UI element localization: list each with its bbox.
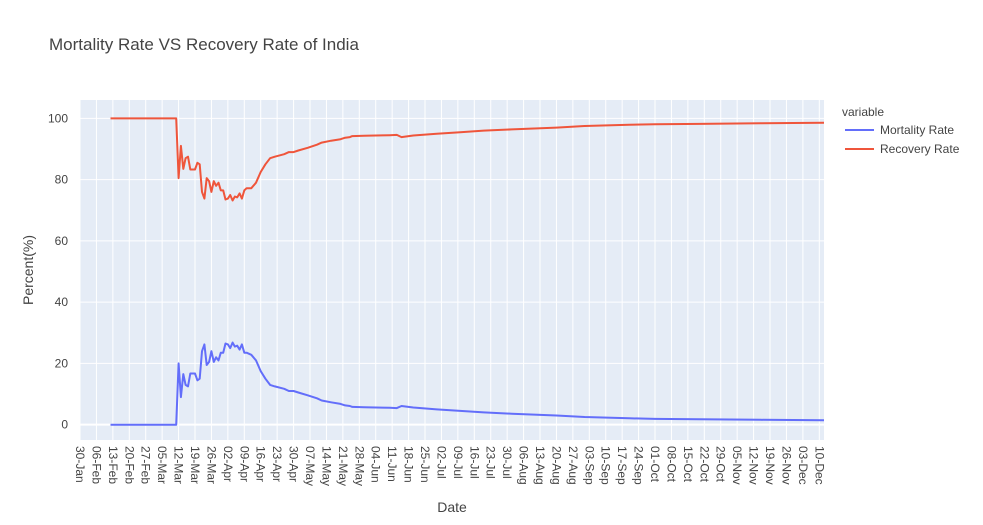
chart-title: Mortality Rate VS Recovery Rate of India <box>49 35 359 54</box>
x-tick-label: 09-Jul <box>451 446 465 479</box>
x-tick-label: 20-Feb <box>122 446 136 484</box>
x-tick-label: 14-May <box>319 446 333 486</box>
x-tick-label: 23-Apr <box>270 446 284 482</box>
x-tick-label: 26-Nov <box>779 446 793 485</box>
x-tick-label: 12-Nov <box>747 446 761 485</box>
x-tick-label: 02-Apr <box>221 446 235 482</box>
x-tick-label: 18-Jun <box>402 446 416 483</box>
x-tick-label: 03-Dec <box>796 446 810 485</box>
x-tick-label: 10-Sep <box>599 446 613 485</box>
x-tick-label: 27-Aug <box>566 446 580 485</box>
x-tick-label: 13-Aug <box>533 446 547 485</box>
x-tick-label: 12-Mar <box>172 446 186 484</box>
x-tick-label: 21-May <box>336 446 350 486</box>
series-line-mortality-rate[interactable] <box>110 341 825 426</box>
x-axis-title: Date <box>437 499 467 515</box>
x-tick-label: 25-Jun <box>418 446 432 483</box>
x-tick-label: 11-Jun <box>385 446 399 482</box>
legend-label: Recovery Rate <box>880 142 960 156</box>
series-line-recovery-rate[interactable] <box>110 117 825 202</box>
x-tick-label: 23-Jul <box>484 446 498 479</box>
x-tick-label: 04-Jun <box>369 446 383 483</box>
x-tick-label: 05-Mar <box>155 446 169 484</box>
y-tick-label: 60 <box>55 234 69 248</box>
x-tick-label: 22-Oct <box>697 446 711 483</box>
x-tick-labels: 30-Jan 06-Feb 13-Feb 20-Feb 27-Feb 05-Mar 12-M… <box>73 446 826 486</box>
x-tick-label: 15-Oct <box>681 446 695 483</box>
x-tick-label: 27-Feb <box>139 446 153 484</box>
legend[interactable]: variable Mortality Rate Recovery Rate <box>842 105 960 156</box>
x-tick-label: 30-Jan <box>73 446 87 483</box>
x-tick-label: 19-Mar <box>188 446 202 484</box>
series-lines <box>110 117 825 426</box>
y-axis-title: Percent(%) <box>20 235 36 305</box>
y-tick-label: 100 <box>48 111 68 125</box>
y-tick-label: 40 <box>55 295 69 309</box>
x-gridlines <box>79 100 820 440</box>
x-tick-label: 03-Sep <box>582 446 596 485</box>
x-tick-label: 05-Nov <box>730 446 744 485</box>
x-tick-label: 16-Apr <box>254 446 268 482</box>
x-tick-label: 16-Jul <box>467 446 481 479</box>
y-tick-label: 80 <box>55 173 69 187</box>
x-tick-label: 20-Aug <box>549 446 563 485</box>
plot-area <box>80 100 824 440</box>
x-tick-label: 09-Apr <box>237 446 251 482</box>
y-tick-label: 20 <box>55 356 69 370</box>
legend-label: Mortality Rate <box>880 123 954 137</box>
x-tick-label: 01-Oct <box>648 446 662 483</box>
x-tick-label: 24-Sep <box>632 446 646 485</box>
y-tick-labels: 0 20 40 60 80 100 <box>48 111 68 431</box>
x-tick-label: 10-Dec <box>812 446 826 485</box>
legend-item[interactable]: Mortality Rate <box>845 123 954 137</box>
x-tick-label: 02-Jul <box>434 446 448 479</box>
x-tick-label: 29-Oct <box>714 446 728 483</box>
x-tick-label: 08-Oct <box>664 446 678 483</box>
x-tick-label: 06-Feb <box>89 446 103 484</box>
x-tick-label: 30-Apr <box>287 446 301 482</box>
x-tick-label: 30-Jul <box>500 446 514 479</box>
x-tick-label: 19-Nov <box>763 446 777 485</box>
x-tick-label: 06-Aug <box>517 446 531 485</box>
x-tick-label: 26-Mar <box>204 446 218 484</box>
legend-item[interactable]: Recovery Rate <box>845 142 960 156</box>
y-tick-label: 0 <box>61 418 68 432</box>
x-tick-label: 07-May <box>303 446 317 486</box>
x-tick-label: 13-Feb <box>106 446 120 484</box>
y-gridlines <box>80 117 824 426</box>
x-tick-label: 17-Sep <box>615 446 629 485</box>
x-tick-label: 28-May <box>352 446 366 486</box>
legend-title: variable <box>842 105 884 119</box>
